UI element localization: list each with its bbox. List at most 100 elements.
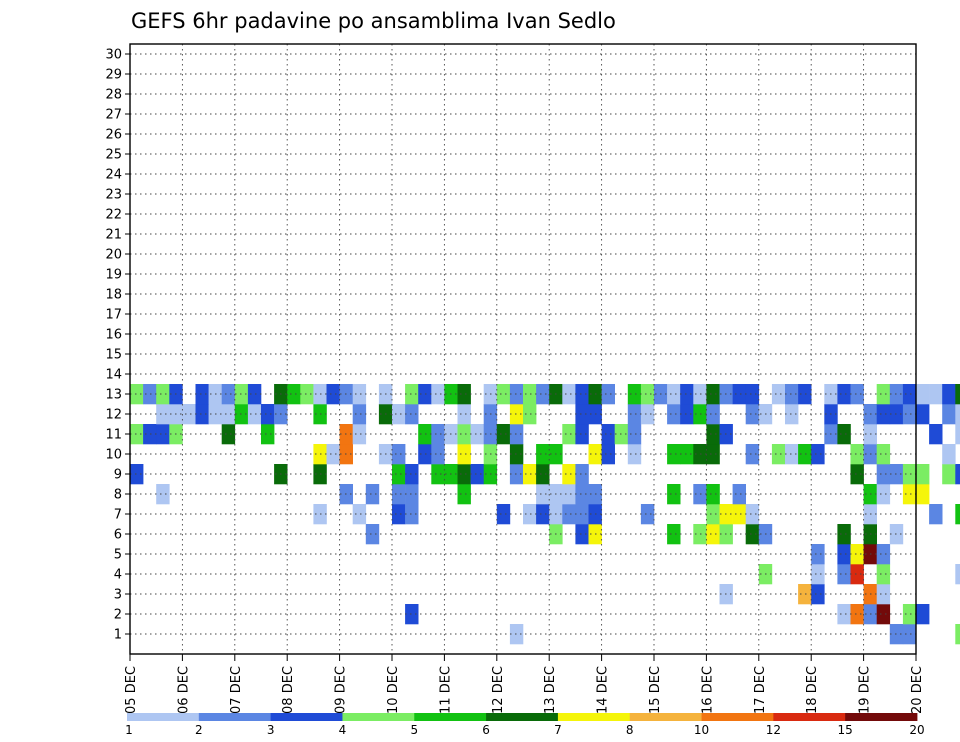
heatmap-cell bbox=[627, 424, 642, 445]
heatmap-cell bbox=[156, 404, 170, 425]
heatmap-cell bbox=[509, 444, 524, 465]
heatmap-cell bbox=[850, 444, 864, 465]
heatmap-cell bbox=[667, 384, 681, 405]
y-tick-label: 11 bbox=[105, 428, 122, 443]
y-tick-label: 20 bbox=[105, 248, 122, 263]
heatmap-cell bbox=[929, 424, 943, 445]
y-tick-label: 4 bbox=[114, 568, 122, 583]
heatmap-cell bbox=[405, 604, 419, 625]
heatmap-cell bbox=[365, 484, 380, 505]
heatmap-cell bbox=[247, 404, 262, 425]
heatmap-cell bbox=[509, 384, 524, 405]
heatmap-cell bbox=[182, 404, 196, 425]
y-tick-label: 24 bbox=[105, 168, 122, 183]
legend-color-swatch bbox=[342, 713, 415, 721]
heatmap-cell bbox=[837, 544, 851, 565]
heatmap-cell bbox=[405, 384, 419, 405]
heatmap-cell bbox=[523, 464, 537, 485]
heatmap-cell bbox=[470, 464, 484, 485]
heatmap-cell bbox=[955, 564, 960, 585]
heatmap-cell bbox=[470, 424, 484, 445]
x-tick-label: 20 DEC bbox=[910, 666, 925, 714]
heatmap-cell bbox=[247, 384, 262, 405]
heatmap-cell bbox=[706, 424, 720, 445]
heatmap-cell bbox=[392, 484, 406, 505]
heatmap-cell bbox=[156, 424, 170, 445]
heatmap-cell bbox=[562, 504, 576, 525]
legend-level-label: 6 bbox=[482, 723, 490, 737]
heatmap-cell bbox=[352, 424, 367, 445]
x-tick-label: 15 DEC bbox=[648, 666, 663, 714]
heatmap-cell bbox=[706, 444, 720, 465]
heatmap-cell bbox=[509, 404, 524, 425]
heatmap-cell bbox=[640, 404, 655, 425]
heatmap-cell bbox=[916, 384, 930, 405]
heatmap-cell bbox=[300, 384, 314, 405]
heatmap-cell bbox=[811, 544, 825, 565]
heatmap-cell bbox=[745, 444, 760, 465]
heatmap-cell bbox=[785, 384, 799, 405]
legend-level-label: 15 bbox=[838, 723, 853, 737]
x-tick-label: 13 DEC bbox=[543, 666, 558, 714]
x-tick-label: 09 DEC bbox=[334, 666, 349, 714]
legend-color-swatch bbox=[773, 713, 846, 721]
heatmap-cell bbox=[706, 524, 720, 545]
y-tick-label: 16 bbox=[105, 328, 122, 343]
x-tick-label: 10 DEC bbox=[386, 666, 401, 714]
heatmap-cell bbox=[745, 504, 760, 525]
heatmap-cell bbox=[902, 384, 917, 405]
heatmap-cell bbox=[745, 384, 760, 405]
legend-color-swatch bbox=[701, 713, 774, 721]
legend-color-swatch bbox=[270, 713, 343, 721]
heatmap-cell bbox=[261, 404, 275, 425]
heatmap-cell bbox=[942, 444, 956, 465]
heatmap-cell bbox=[601, 384, 615, 405]
heatmap-cell bbox=[352, 504, 367, 525]
x-tick-label: 14 DEC bbox=[596, 666, 611, 714]
legend-level-label: 5 bbox=[410, 723, 418, 737]
heatmap-cell bbox=[798, 444, 812, 465]
y-tick-label: 18 bbox=[105, 288, 122, 303]
heatmap-cell bbox=[902, 404, 917, 425]
y-tick-label: 23 bbox=[105, 188, 122, 203]
heatmap-cell bbox=[601, 444, 615, 465]
legend-level-label: 1 bbox=[125, 723, 133, 737]
y-tick-label: 25 bbox=[105, 148, 122, 163]
heatmap-cell bbox=[392, 444, 406, 465]
x-tick-label: 07 DEC bbox=[229, 666, 244, 714]
legend-level-label: 12 bbox=[766, 723, 781, 737]
y-tick-label: 12 bbox=[105, 408, 122, 423]
heatmap-cell bbox=[536, 444, 550, 465]
heatmap-cell bbox=[392, 504, 406, 525]
x-tick-label: 12 DEC bbox=[491, 666, 506, 714]
heatmap-cell bbox=[902, 484, 917, 505]
heatmap-cells bbox=[130, 384, 960, 645]
heatmap-cell bbox=[405, 504, 419, 525]
heatmap-cell bbox=[706, 384, 720, 405]
y-tick-label: 26 bbox=[105, 128, 122, 143]
heatmap-cell bbox=[876, 604, 891, 625]
heatmap-cell bbox=[221, 404, 236, 425]
y-tick-label: 21 bbox=[105, 228, 122, 243]
y-tick-label: 3 bbox=[114, 588, 122, 603]
heatmap-cell bbox=[837, 564, 851, 585]
heatmap-cell bbox=[601, 424, 615, 445]
heatmap-cell bbox=[771, 444, 786, 465]
heatmap-cell bbox=[457, 424, 471, 445]
heatmap-cell bbox=[942, 404, 956, 425]
heatmap-cell bbox=[837, 384, 851, 405]
heatmap-cell bbox=[457, 484, 471, 505]
heatmap-cell bbox=[575, 484, 589, 505]
legend-color-swatch bbox=[414, 713, 487, 721]
heatmap-cell bbox=[509, 464, 524, 485]
heatmap-cell bbox=[457, 404, 471, 425]
y-tick-label: 10 bbox=[105, 448, 122, 463]
heatmap-cell bbox=[902, 464, 917, 485]
heatmap-cell bbox=[418, 384, 432, 405]
heatmap-cell bbox=[680, 404, 694, 425]
heatmap-cell bbox=[130, 384, 144, 405]
heatmap-cell bbox=[640, 384, 655, 405]
heatmap-cell bbox=[405, 404, 419, 425]
legend-level-label: 3 bbox=[267, 723, 275, 737]
